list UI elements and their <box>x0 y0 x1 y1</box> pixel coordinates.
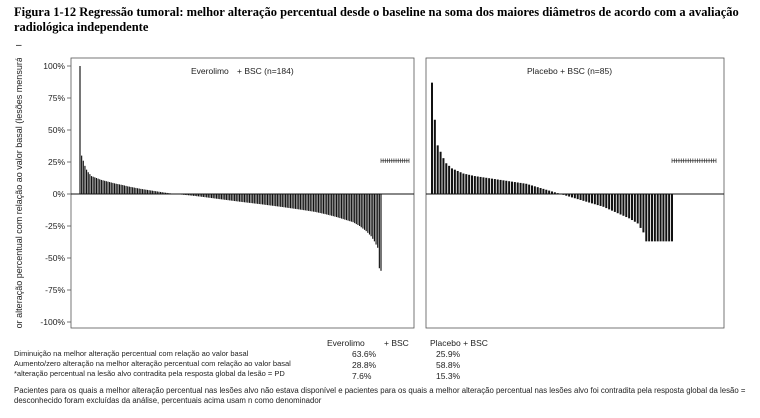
bars-placebo <box>426 82 724 242</box>
y-axis-label-box: Melhor alteração percentual com relação … <box>14 58 24 328</box>
summary-row-2-everolimo: 28.8% <box>352 360 377 370</box>
y-tick-label: 100% <box>43 61 65 71</box>
summary-row-2-label: Aumento/zero alteração na melhor alteraç… <box>14 359 291 368</box>
bars-everolimo <box>71 66 414 271</box>
y-tick-label: 50% <box>48 125 65 135</box>
summary-row-1-everolimo: 63.6% <box>352 349 377 359</box>
y-axis: 100% 75% 50% 25% 0% -25% -50% -75% -100% <box>40 61 71 327</box>
summary-row-3-label: *alteração percentual na lesão alvo cont… <box>14 369 285 378</box>
panel-frame-placebo <box>425 57 725 329</box>
unavailable-markers <box>380 158 717 163</box>
y-axis-label: Melhor alteração percentual com relação … <box>14 58 24 328</box>
summary-row-2-placebo: 58.8% <box>436 360 461 370</box>
summary-header-placebo: Placebo + BSC <box>430 338 488 348</box>
y-tick-label: 25% <box>48 157 65 167</box>
y-tick-label: -100% <box>40 317 65 327</box>
figure-title: Figura 1-12 Regressão tumoral: melhor al… <box>14 5 739 34</box>
panel-title-everolimo-1: Everolimo <box>191 66 229 76</box>
footnote: Pacientes para os quais a melhor alteraç… <box>14 386 746 405</box>
summary-row-3-everolimo: 7.6% <box>352 371 372 381</box>
panel-title-placebo: Placebo + BSC (n=85) <box>527 66 612 76</box>
y-tick-label: -25% <box>45 221 65 231</box>
y-tick-label: 0% <box>53 189 66 199</box>
y-tick-label: -75% <box>45 285 65 295</box>
summary-row-1-placebo: 25.9% <box>436 349 461 359</box>
summary-row-1-label: Diminuição na melhor alteração percentua… <box>14 349 249 358</box>
summary-header-everolimo: Everolimo <box>327 338 365 348</box>
dash-mark: – <box>16 40 22 51</box>
y-tick-label: -50% <box>45 253 65 263</box>
y-tick-label: 75% <box>48 93 65 103</box>
panel-title-everolimo-2: + BSC (n=184) <box>237 66 294 76</box>
summary-row-3-placebo: 15.3% <box>436 371 461 381</box>
summary-header-bsc: + BSC <box>384 338 409 348</box>
panel-frame-everolimo <box>70 57 415 329</box>
